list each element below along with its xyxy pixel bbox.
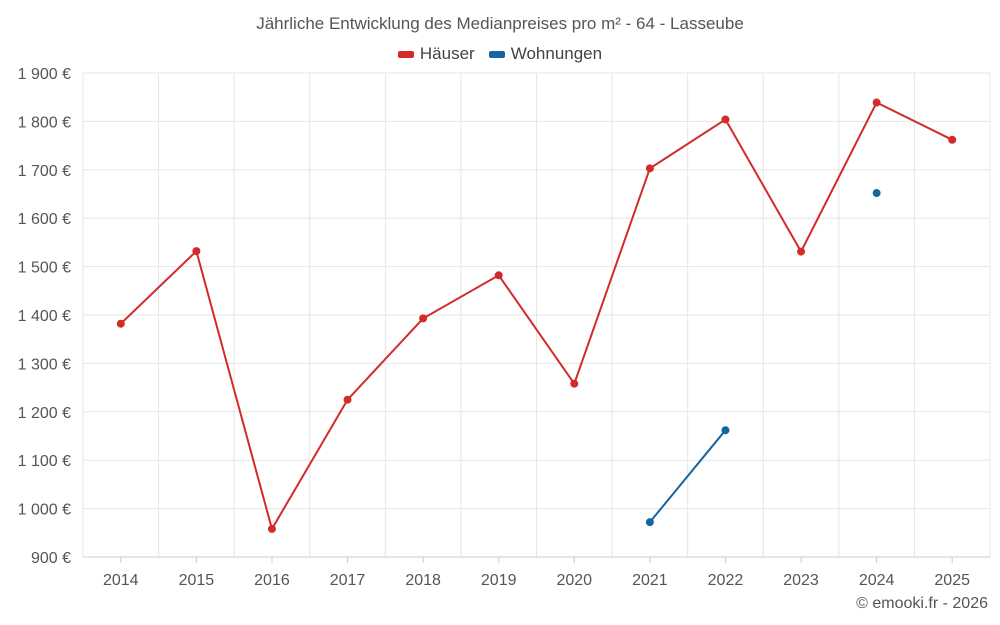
y-tick-label: 1 100 € bbox=[18, 453, 71, 470]
legend-item-haeuser[interactable]: Häuser bbox=[397, 44, 475, 64]
y-tick-label: 1 800 € bbox=[18, 114, 71, 131]
data-point-haeuser bbox=[116, 319, 125, 328]
x-tick-label: 2016 bbox=[254, 572, 290, 589]
x-tick-label: 2017 bbox=[330, 572, 366, 589]
x-tick-label: 2024 bbox=[859, 572, 895, 589]
data-point-haeuser bbox=[797, 247, 806, 256]
y-tick-label: 1 900 € bbox=[18, 66, 71, 83]
chart-title: Jährliche Entwicklung des Medianpreises … bbox=[256, 14, 744, 33]
legend-item-wohnungen[interactable]: Wohnungen bbox=[488, 44, 603, 64]
data-point-haeuser bbox=[872, 98, 881, 107]
data-point-wohnungen bbox=[645, 518, 654, 527]
data-point-haeuser bbox=[645, 164, 654, 173]
x-tick-label: 2023 bbox=[783, 572, 819, 589]
legend-swatch-haeuser bbox=[397, 50, 414, 58]
data-point-haeuser bbox=[343, 395, 352, 404]
legend: Häuser Wohnungen bbox=[0, 44, 1000, 64]
x-tick-label: 2014 bbox=[103, 572, 139, 589]
data-point-wohnungen bbox=[721, 426, 730, 435]
x-tick-label: 2025 bbox=[934, 572, 970, 589]
x-tick-label: 2022 bbox=[708, 572, 744, 589]
y-tick-label: 900 € bbox=[31, 550, 71, 567]
credit-text: © emooki.fr - 2026 bbox=[856, 595, 988, 612]
data-point-haeuser bbox=[721, 115, 730, 124]
x-tick-label: 2015 bbox=[179, 572, 215, 589]
series-line-haeuser bbox=[120, 101, 953, 532]
x-tick-label: 2020 bbox=[556, 572, 592, 589]
y-tick-label: 1 300 € bbox=[18, 356, 71, 373]
data-point-haeuser bbox=[419, 314, 428, 323]
x-tick-label: 2021 bbox=[632, 572, 668, 589]
data-point-haeuser bbox=[494, 271, 503, 280]
y-tick-label: 1 200 € bbox=[18, 405, 71, 422]
legend-label-haeuser: Häuser bbox=[419, 44, 475, 63]
y-tick-label: 1 400 € bbox=[18, 308, 71, 325]
data-point-haeuser bbox=[267, 524, 276, 533]
y-tick-label: 1 500 € bbox=[18, 260, 71, 277]
y-tick-label: 1 600 € bbox=[18, 211, 71, 228]
series-line-wohnungen bbox=[649, 429, 727, 523]
data-point-haeuser bbox=[192, 247, 201, 256]
legend-swatch-wohnungen bbox=[488, 50, 505, 58]
x-tick-label: 2018 bbox=[405, 572, 441, 589]
x-tick-label: 2019 bbox=[481, 572, 517, 589]
y-tick-label: 1 700 € bbox=[18, 163, 71, 180]
data-point-haeuser bbox=[570, 379, 579, 388]
data-point-haeuser bbox=[948, 135, 957, 144]
data-point-wohnungen bbox=[872, 189, 881, 198]
y-tick-label: 1 000 € bbox=[18, 502, 71, 519]
legend-label-wohnungen: Wohnungen bbox=[510, 44, 603, 63]
